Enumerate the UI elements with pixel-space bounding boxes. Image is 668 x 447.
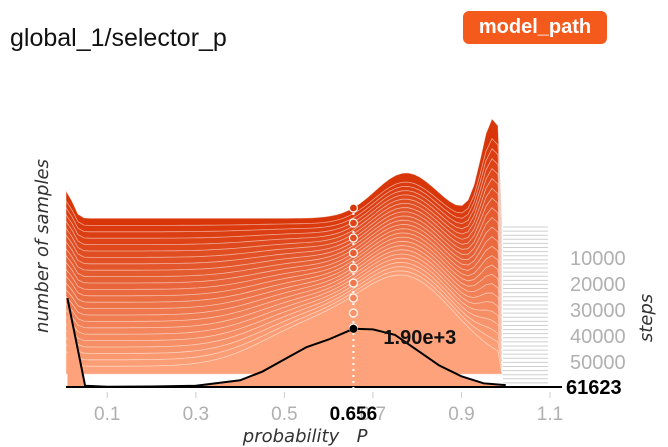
- x-tick-label: 1.1: [537, 404, 563, 425]
- chart-title: global_1/selector_p: [10, 24, 227, 52]
- cursor-dot: [348, 248, 359, 258]
- x-tick-label: 0.5: [271, 404, 297, 425]
- x-axis: 0.1 0.3 0.5 0.7 0.9 1.1 0.656: [94, 392, 563, 425]
- step-tick-label: 40000: [570, 326, 626, 348]
- cursor: 1.90e+3: [348, 203, 456, 397]
- cursor-dot: [348, 203, 359, 213]
- cursor-dot: [348, 263, 359, 273]
- step-tick-label: 20000: [570, 274, 626, 296]
- steps-axis-label: steps: [636, 294, 657, 342]
- last-series: [66, 297, 550, 388]
- step-gridlines: [503, 226, 548, 388]
- cursor-count-label: 1.90e+3: [383, 327, 456, 349]
- x-tick-label: 0.9: [448, 404, 474, 425]
- cursor-marker: [349, 324, 358, 333]
- last-series-area: [67, 298, 506, 387]
- x-axis-variable: P: [357, 426, 368, 447]
- model-path-badge[interactable]: model_path: [463, 11, 607, 44]
- x-tick-label: 0.7: [360, 404, 386, 425]
- cursor-dot: [348, 293, 359, 303]
- step-tick-label: 10000: [570, 248, 626, 270]
- cursor-dot: [348, 278, 359, 288]
- cursor-dot: [348, 233, 359, 243]
- current-step-label: 61623: [566, 377, 622, 399]
- y-axis-label: number of samples: [32, 159, 53, 333]
- cursor-dot: [348, 218, 359, 228]
- x-tick-label: 0.1: [94, 404, 120, 425]
- cursor-x-label: 0.656: [330, 404, 378, 425]
- cursor-dot: [348, 308, 359, 318]
- steps-axis: 10000 20000 30000 40000 50000 61623: [550, 248, 626, 399]
- step-tick-label: 50000: [570, 352, 626, 374]
- step-tick-label: 30000: [570, 300, 626, 322]
- x-tick-label: 0.3: [183, 404, 209, 425]
- x-axis-label: probability: [242, 426, 340, 447]
